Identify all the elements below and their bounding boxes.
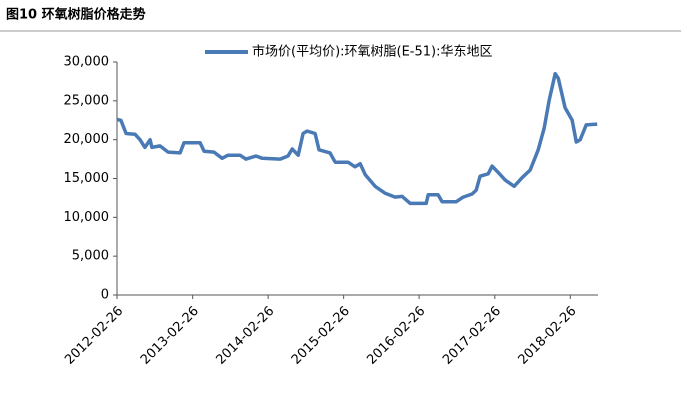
x-tick-label: 2013-02-26 [138, 304, 202, 368]
y-tick-label: 25,000 [64, 93, 110, 108]
y-tick-label: 20,000 [64, 132, 110, 147]
legend-label: 市场价(平均价):环氧树脂(E-51):华东地区 [252, 44, 493, 60]
x-tick-label: 2018-02-26 [516, 304, 580, 368]
y-tick-label: 0 [101, 288, 109, 303]
y-tick-label: 15,000 [64, 171, 110, 186]
y-tick-label: 5,000 [72, 249, 109, 264]
chart-title: 图10 环氧树脂价格走势 [6, 7, 146, 23]
x-tick-label: 2015-02-26 [289, 304, 353, 368]
x-tick-label: 2012-02-26 [62, 304, 126, 368]
x-tick-label: 2014-02-26 [213, 304, 277, 368]
x-tick-label: 2017-02-26 [440, 304, 504, 368]
y-tick-label: 30,000 [64, 55, 110, 70]
x-tick-label: 2016-02-26 [364, 304, 428, 368]
y-tick-label: 10,000 [64, 210, 110, 225]
data-line [116, 71, 598, 206]
